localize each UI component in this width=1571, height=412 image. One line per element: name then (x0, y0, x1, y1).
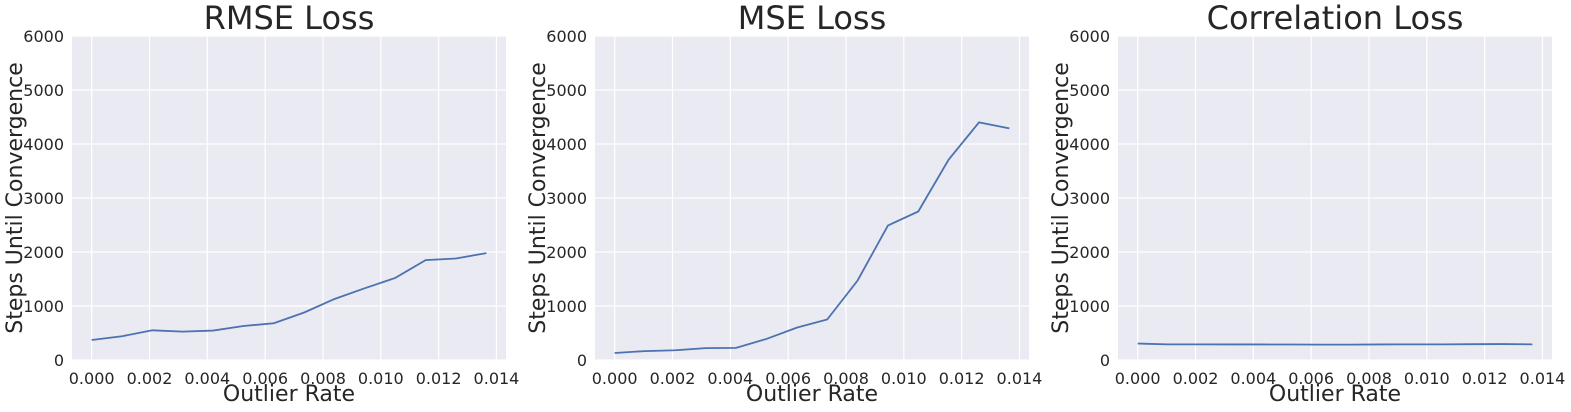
x-tick-label: 0.010 (881, 369, 927, 388)
y-tick-label: 5000 (1069, 81, 1110, 100)
x-tick-label: 0.012 (1462, 369, 1508, 388)
y-axis-label: Steps Until Convergence (526, 62, 551, 334)
panel: 0.000 0.002 0.004 0.006 0.008 0.010 0.012 0.014… (526, 0, 1042, 407)
y-tick-label: 3000 (1069, 189, 1110, 208)
x-tick-label: 0.002 (1173, 369, 1219, 388)
y-axis-label: Steps Until Convergence (3, 62, 28, 334)
y-axis-label: Steps Until Convergence (1049, 62, 1074, 334)
x-tick-label: 0.012 (939, 369, 985, 388)
x-tick-label: 0.008 (1346, 369, 1392, 388)
panel: 0.000 0.002 0.004 0.006 0.008 0.010 0.012 0.014… (1049, 0, 1565, 407)
y-tick-label: 2000 (546, 243, 587, 262)
line (614, 121, 1010, 354)
y-tick-label: 3000 (546, 189, 587, 208)
y-tick-label: 0 (1100, 351, 1110, 370)
x-tick-label: 0.010 (1404, 369, 1450, 388)
panel: 0.000 0.002 0.004 0.006 0.008 0.010 0.012 0.014… (3, 0, 519, 407)
x-tick-label: 0.008 (300, 369, 346, 388)
y-tick-label: 4000 (1069, 135, 1110, 154)
y-tick-label: 4000 (546, 135, 587, 154)
x-tick-label: 0.010 (358, 369, 404, 388)
x-tick-label: 0.006 (765, 369, 811, 388)
x-tick-label: 0.014 (474, 369, 520, 388)
x-tick-label: 0.006 (242, 369, 288, 388)
x-axis-label: Outlier Rate (223, 382, 355, 407)
chart-title: MSE Loss (738, 0, 887, 37)
y-tick-label: 2000 (1069, 243, 1110, 262)
chart-title: RMSE Loss (204, 0, 375, 37)
x-tick-label: 0.012 (416, 369, 462, 388)
y-tick-label: 4000 (23, 135, 64, 154)
x-tick-label: 0.014 (1520, 369, 1566, 388)
y-tick-label: 0 (577, 351, 587, 370)
line (1137, 342, 1533, 346)
y-tick-label: 5000 (546, 81, 587, 100)
x-tick-label: 0.002 (127, 369, 173, 388)
x-tick-label: 0.004 (1230, 369, 1276, 388)
y-tick-label: 3000 (23, 189, 64, 208)
x-tick-label: 0.004 (707, 369, 753, 388)
y-tick-label: 6000 (23, 27, 64, 46)
x-tick-label: 0.008 (823, 369, 869, 388)
y-tick-label: 6000 (1069, 27, 1110, 46)
y-tick-label: 1000 (23, 297, 64, 316)
y-tick-label: 1000 (1069, 297, 1110, 316)
y-tick-label: 5000 (23, 81, 64, 100)
chart-title: Correlation Loss (1207, 0, 1464, 37)
x-tick-label: 0.014 (997, 369, 1043, 388)
x-tick-label: 0.002 (650, 369, 696, 388)
x-tick-label: 0.004 (184, 369, 230, 388)
x-axis-label: Outlier Rate (1269, 382, 1401, 407)
x-tick-label: 0.000 (1115, 369, 1161, 388)
y-tick-label: 2000 (23, 243, 64, 262)
x-tick-label: 0.000 (592, 369, 638, 388)
x-tick-label: 0.006 (1288, 369, 1334, 388)
x-axis-label: Outlier Rate (746, 382, 878, 407)
line (91, 252, 487, 341)
x-tick-label: 0.000 (69, 369, 115, 388)
y-tick-label: 1000 (546, 297, 587, 316)
y-tick-label: 6000 (546, 27, 587, 46)
y-tick-label: 0 (54, 351, 64, 370)
